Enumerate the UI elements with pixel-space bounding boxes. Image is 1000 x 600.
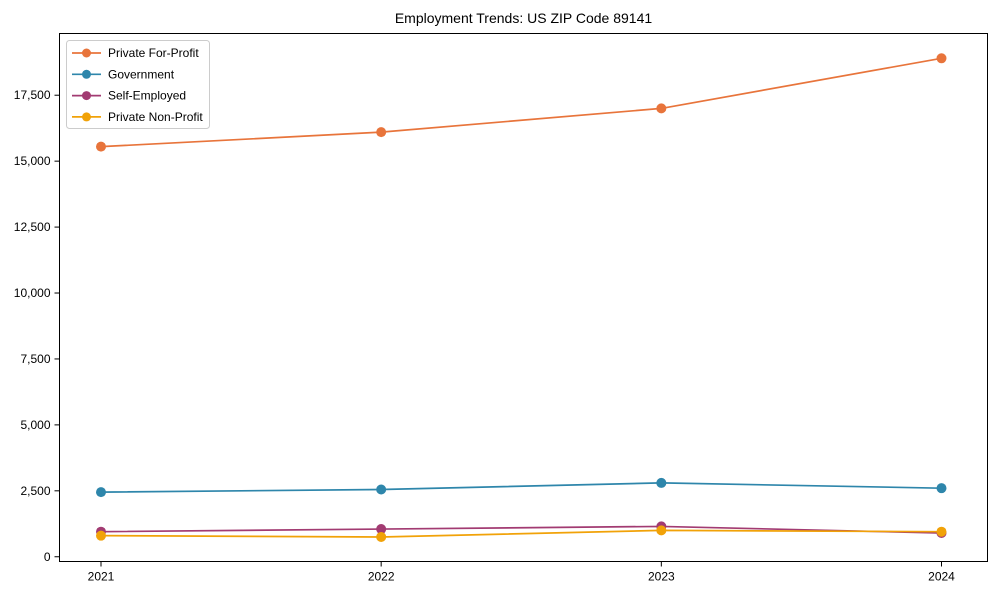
data-point-private-non-profit: [376, 531, 387, 542]
data-point-self-employed: [376, 524, 387, 535]
y-tick-label: 0: [44, 550, 51, 564]
data-point-private-for-profit: [376, 127, 387, 138]
data-point-private-non-profit: [656, 525, 667, 536]
legend-label: Private For-Profit: [108, 46, 199, 60]
legend-marker-dot: [82, 112, 91, 122]
y-tick-label: 12,500: [14, 220, 51, 234]
y-tick-label: 17,500: [14, 88, 51, 102]
legend: Private For-Profit Government Self-Employe…: [66, 40, 210, 129]
legend-label: Private Non-Profit: [108, 110, 203, 124]
data-point-private-for-profit: [656, 103, 667, 114]
series-private-for-profit: [96, 53, 947, 152]
y-tick-label: 5,000: [20, 418, 50, 432]
series-line-private-for-profit: [100, 57, 942, 148]
legend-marker-dot: [82, 69, 91, 79]
plot-border: [59, 33, 988, 562]
legend-marker-dot: [82, 91, 91, 101]
data-point-government: [656, 477, 667, 488]
legend-label: Government: [108, 67, 175, 81]
x-tick-label: 2022: [368, 570, 395, 584]
series-private-non-profit: [96, 525, 947, 542]
y-tick-label: 2,500: [20, 484, 50, 498]
series-line-private-non-profit: [100, 529, 942, 538]
legend-label: Self-Employed: [108, 89, 186, 103]
data-point-private-for-profit: [96, 141, 106, 152]
legend-item-self-employed: Self-Employed: [72, 89, 186, 103]
legend-box: [66, 40, 210, 129]
y-tick-label: 15,000: [14, 154, 51, 168]
legend-item-private-non-profit: Private Non-Profit: [72, 110, 203, 124]
data-point-private-non-profit: [936, 526, 947, 537]
data-point-government: [376, 484, 387, 495]
legend-marker-dot: [82, 48, 91, 58]
x-tick-label: 2021: [88, 570, 115, 584]
y-tick-label: 7,500: [20, 352, 50, 366]
series-line-self-employed: [100, 525, 942, 534]
series-government: [96, 477, 947, 498]
x-tick-label: 2023: [648, 570, 675, 584]
data-point-private-non-profit: [96, 530, 106, 541]
data-point-government: [96, 487, 106, 498]
chart-title: Employment Trends: US ZIP Code 89141: [394, 10, 653, 26]
y-tick-label: 10,000: [14, 286, 51, 300]
x-tick-label: 2024: [928, 570, 955, 584]
legend-item-private-for-profit: Private For-Profit: [72, 46, 199, 60]
legend-item-government: Government: [72, 67, 175, 81]
series-line-government: [100, 482, 942, 493]
data-point-government: [936, 483, 947, 494]
data-point-private-for-profit: [936, 53, 947, 64]
